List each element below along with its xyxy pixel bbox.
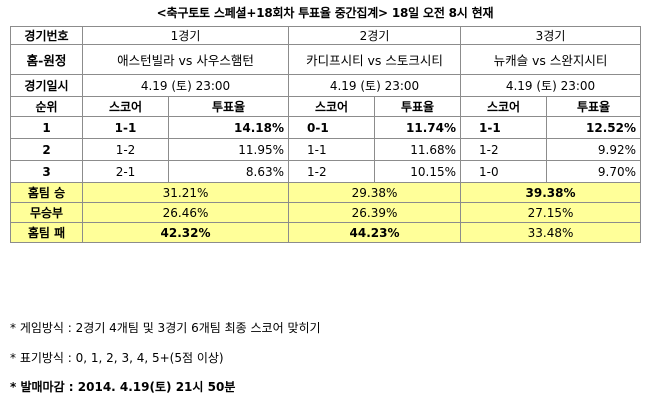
score-cell: 1-1 (82, 116, 169, 139)
match-3-teams: 뉴캐슬 vs 스완지시티 (460, 44, 641, 75)
score-cell: 2-1 (82, 160, 169, 183)
note-notation: * 표기방식 : 0, 1, 2, 3, 4, 5+(5점 이상) (10, 351, 224, 365)
teams-row: 홈-원정 애스턴빌라 vs 사우스햄턴 카디프시티 vs 스토크시티 뉴캐슬 v… (10, 44, 641, 75)
date-row: 경기일시 4.19 (토) 23:00 4.19 (토) 23:00 4.19 … (10, 74, 641, 97)
score-cell: 1-2 (460, 138, 547, 161)
home-loss-row: 홈팀 패 42.32% 44.23% 33.48% (10, 222, 641, 243)
match-3-name: 3경기 (460, 26, 641, 45)
match-3-date: 4.19 (토) 23:00 (460, 74, 641, 97)
note-sale-deadline: * 발매마감 : 2014. 4.19(토) 21시 50분 (10, 380, 236, 394)
vote-rate-cell: 12.52% (546, 116, 641, 139)
score-cell: 1-1 (288, 138, 375, 161)
match-3-result: 33.48% (460, 222, 641, 243)
rank-header-row: 순위 스코어 투표율 스코어 투표율 스코어 투표율 (10, 96, 641, 117)
score-header: 스코어 (288, 96, 375, 117)
match-number-row: 경기번호 1경기 2경기 3경기 (10, 26, 641, 45)
home-win-row: 홈팀 승 31.21% 29.38% 39.38% (10, 182, 641, 203)
rank-row-2: 2 1-2 11.95% 1-1 11.68% 1-2 9.92% (10, 138, 641, 161)
match-2-date: 4.19 (토) 23:00 (288, 74, 461, 97)
vote-rate-cell: 9.92% (546, 138, 641, 161)
rank-row-3: 3 2-1 8.63% 1-2 10.15% 1-0 9.70% (10, 160, 641, 183)
vote-header: 투표율 (546, 96, 641, 117)
score-cell: 1-1 (460, 116, 547, 139)
match-number-label: 경기번호 (10, 26, 83, 45)
match-1-result: 26.46% (82, 202, 289, 223)
match-1-teams: 애스턴빌라 vs 사우스햄턴 (82, 44, 289, 75)
score-cell: 1-2 (82, 138, 169, 161)
match-3-result: 27.15% (460, 202, 641, 223)
note-game-method: * 게임방식 : 2경기 4개팀 및 3경기 6개팀 최종 스코어 맞히기 (10, 321, 321, 335)
match-1-result: 31.21% (82, 182, 289, 203)
vote-rate-cell: 10.15% (374, 160, 461, 183)
rank-number: 3 (10, 160, 83, 183)
match-2-result: 29.38% (288, 182, 461, 203)
vote-rate-cell: 11.74% (374, 116, 461, 139)
rank-number: 2 (10, 138, 83, 161)
vote-rate-table: 경기번호 1경기 2경기 3경기 홈-원정 애스턴빌라 vs 사우스햄턴 카디프… (10, 26, 641, 243)
vote-rate-cell: 8.63% (168, 160, 289, 183)
vote-rate-cell: 9.70% (546, 160, 641, 183)
score-cell: 1-0 (460, 160, 547, 183)
home-away-label: 홈-원정 (10, 44, 83, 75)
rank-number: 1 (10, 116, 83, 139)
vote-header: 투표율 (168, 96, 289, 117)
vote-header: 투표율 (374, 96, 461, 117)
score-header: 스코어 (82, 96, 169, 117)
match-date-label: 경기일시 (10, 74, 83, 97)
match-1-result: 42.32% (82, 222, 289, 243)
result-label: 홈팀 패 (10, 222, 83, 243)
draw-row: 무승부 26.46% 26.39% 27.15% (10, 202, 641, 223)
match-3-result: 39.38% (460, 182, 641, 203)
match-2-teams: 카디프시티 vs 스토크시티 (288, 44, 461, 75)
match-2-result: 26.39% (288, 202, 461, 223)
rank-row-1: 1 1-1 14.18% 0-1 11.74% 1-1 12.52% (10, 116, 641, 139)
vote-rate-cell: 11.68% (374, 138, 461, 161)
page-title: <축구토토 스페셜+18회차 투표율 중간집계> 18일 오전 8시 현재 (156, 6, 494, 20)
result-label: 홈팀 승 (10, 182, 83, 203)
vote-rate-cell: 11.95% (168, 138, 289, 161)
score-header: 스코어 (460, 96, 547, 117)
match-2-name: 2경기 (288, 26, 461, 45)
score-cell: 0-1 (288, 116, 375, 139)
match-1-date: 4.19 (토) 23:00 (82, 74, 289, 97)
vote-rate-cell: 14.18% (168, 116, 289, 139)
match-1-name: 1경기 (82, 26, 289, 45)
result-label: 무승부 (10, 202, 83, 223)
rank-label: 순위 (10, 96, 83, 117)
match-2-result: 44.23% (288, 222, 461, 243)
score-cell: 1-2 (288, 160, 375, 183)
